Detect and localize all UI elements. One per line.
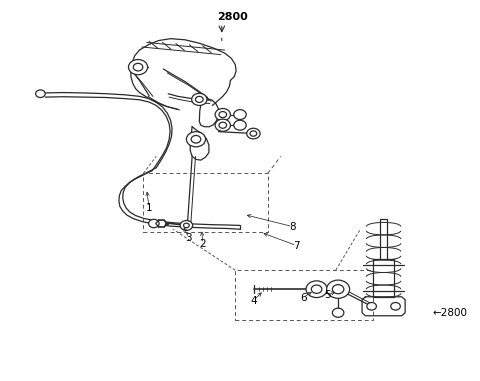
Text: ←2800: ←2800: [433, 308, 468, 318]
Circle shape: [191, 136, 201, 143]
Polygon shape: [156, 220, 166, 227]
Circle shape: [234, 120, 246, 130]
Text: 1: 1: [146, 203, 152, 213]
Circle shape: [129, 59, 148, 75]
Text: 2: 2: [199, 239, 206, 249]
Circle shape: [332, 285, 344, 294]
Circle shape: [234, 110, 246, 120]
Circle shape: [183, 223, 189, 228]
Text: 4: 4: [250, 296, 257, 306]
Text: 5: 5: [324, 290, 330, 300]
Circle shape: [36, 90, 45, 98]
Circle shape: [195, 96, 203, 102]
Text: 3: 3: [185, 233, 192, 243]
Text: 2800: 2800: [217, 12, 248, 22]
Text: 6: 6: [300, 293, 307, 303]
Circle shape: [250, 131, 257, 136]
Text: 7: 7: [293, 240, 300, 251]
Circle shape: [326, 280, 349, 298]
Circle shape: [149, 219, 159, 228]
Text: 8: 8: [289, 222, 296, 232]
Circle shape: [312, 285, 322, 293]
Circle shape: [332, 308, 344, 317]
Circle shape: [192, 93, 207, 106]
Circle shape: [391, 303, 400, 310]
Circle shape: [215, 109, 230, 121]
Circle shape: [186, 132, 205, 147]
Circle shape: [219, 112, 227, 118]
Circle shape: [367, 303, 376, 310]
Circle shape: [180, 221, 192, 231]
Circle shape: [247, 128, 260, 139]
Circle shape: [215, 119, 230, 131]
Circle shape: [306, 281, 327, 298]
Circle shape: [219, 122, 227, 128]
Circle shape: [133, 63, 143, 71]
